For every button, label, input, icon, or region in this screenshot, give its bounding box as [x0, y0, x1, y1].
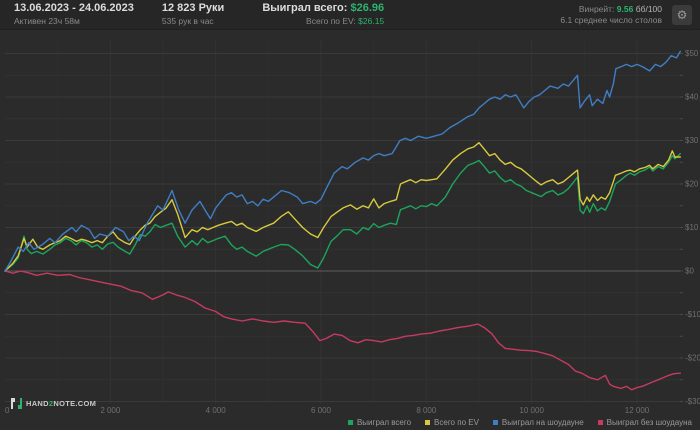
- chart-legend: Выиграл всего Всего по EV Выиграл на шоуда…: [347, 418, 692, 427]
- legend-swatch: [425, 420, 431, 425]
- winrate-block: Винрейт: 9.56 бб/100 6.1 среднее число с…: [560, 4, 662, 25]
- series-line: [4, 50, 681, 272]
- legend-item[interactable]: Выиграл на шоудауне: [492, 418, 584, 427]
- hand2note-logo-icon: [11, 398, 22, 409]
- y-axis-label: $40: [685, 93, 699, 102]
- legend-label: Всего по EV: [434, 418, 479, 427]
- date-range-block: 13.06.2023 - 24.06.2023 Активен 23ч 58м: [14, 2, 134, 26]
- y-axis-label: -$10: [685, 310, 700, 319]
- winnings-chart-canvas[interactable]: $50 $40 $30 $20 $10 $0 -$10 -$20 -$30 0 2 000 4 000…: [0, 30, 700, 430]
- won-total-label: Выиграл всего:: [262, 2, 348, 15]
- y-axis-label: $0: [685, 267, 694, 276]
- avg-tables: 6.1 среднее число столов: [560, 14, 662, 25]
- hands-count: 12 823 Руки: [161, 2, 225, 15]
- hand2note-logo-text: HAND2NOTE.COM: [26, 399, 97, 408]
- x-axis-label: 12 000: [625, 406, 650, 415]
- series-line: [4, 270, 681, 391]
- won-total-row: Выиграл всего: $26.96: [262, 2, 384, 16]
- x-axis-label: 10 000: [519, 406, 544, 415]
- x-axis-label: 2 000: [100, 406, 121, 415]
- winrate-row: Винрейт: 9.56 бб/100: [560, 4, 662, 15]
- legend-label: Выиграл всего: [356, 418, 412, 427]
- x-axis-label: 6 000: [311, 406, 332, 415]
- legend-label: Выиграл без шоудауна: [606, 418, 692, 427]
- ev-total-row: Всего по EV: $26.15: [262, 16, 384, 27]
- hand2note-logo[interactable]: HAND2NOTE.COM: [11, 398, 96, 409]
- x-axis-label: 0: [5, 406, 10, 415]
- ev-total-label: Всего по EV:: [306, 16, 356, 27]
- ev-total-value: $26.15: [358, 16, 385, 27]
- y-axis-label: -$30: [685, 397, 700, 406]
- winrate-label: Винрейт:: [578, 3, 615, 14]
- winrate-value: 9.56: [616, 3, 634, 14]
- date-range: 13.06.2023 - 24.06.2023: [14, 2, 134, 15]
- legend-swatch: [347, 420, 353, 425]
- winrate-unit: бб/100: [635, 3, 662, 14]
- won-total-value: $26.96: [350, 2, 385, 15]
- y-axis-label: $10: [685, 223, 699, 232]
- y-axis-label: $20: [685, 180, 699, 189]
- y-axis-label: -$20: [685, 354, 700, 363]
- series-line: [4, 141, 681, 272]
- x-axis-label: 4 000: [206, 406, 227, 415]
- settings-button[interactable]: ⚙: [672, 4, 692, 25]
- legend-swatch: [492, 420, 498, 425]
- legend-item[interactable]: Выиграл без шоудауна: [597, 418, 692, 427]
- stats-header: 13.06.2023 - 24.06.2023 Активен 23ч 58м …: [0, 0, 700, 30]
- legend-item[interactable]: Выиграл всего: [347, 418, 412, 427]
- legend-swatch: [597, 420, 603, 425]
- legend-item[interactable]: Всего по EV: [425, 418, 479, 427]
- legend-label: Выиграл на шоудауне: [501, 418, 584, 427]
- hands-per-hour: 535 рук в час: [161, 16, 214, 27]
- series-line: [4, 152, 681, 272]
- gear-icon: ⚙: [676, 7, 688, 22]
- x-axis-label: 8 000: [416, 406, 437, 415]
- hands-block: 12 823 Руки 535 рук в час: [162, 2, 224, 26]
- winnings-block: Выиграл всего: $26.96 Всего по EV: $26.1…: [262, 2, 384, 26]
- active-time: Активен 23ч 58м: [14, 16, 80, 27]
- y-axis-label: $50: [685, 49, 699, 58]
- y-axis-label: $30: [685, 136, 699, 145]
